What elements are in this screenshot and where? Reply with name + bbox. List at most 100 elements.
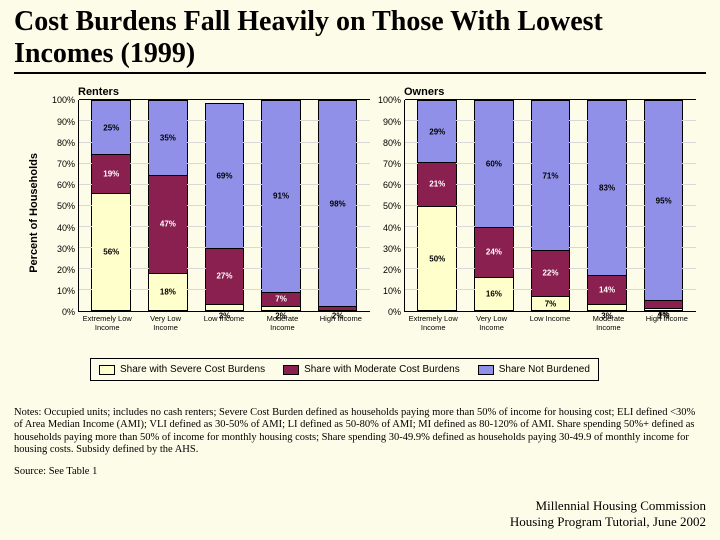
y-tick: 0% xyxy=(388,307,401,317)
legend-label: Share with Severe Cost Burdens xyxy=(120,364,265,375)
bar-segment-moderate: 24% xyxy=(475,227,513,277)
segment-label: 3% xyxy=(219,312,231,321)
legend-label: Share with Moderate Cost Burdens xyxy=(304,364,460,375)
segment-label: 18% xyxy=(160,288,176,297)
swatch-severe xyxy=(99,365,115,375)
legend: Share with Severe Cost Burdens Share wit… xyxy=(90,358,599,381)
stacked-bar: 69% 27%3% xyxy=(205,103,245,312)
attribution: Millennial Housing Commission Housing Pr… xyxy=(510,498,706,530)
y-tick: 90% xyxy=(57,117,75,127)
y-axis-label: Percent of Households xyxy=(24,153,44,273)
stacked-bar: 29% 21% 50% xyxy=(417,100,457,311)
segment-label: 2% xyxy=(275,312,287,321)
y-tick: 50% xyxy=(57,201,75,211)
slide-title: Cost Burdens Fall Heavily on Those With … xyxy=(14,6,706,74)
y-tick: 30% xyxy=(383,244,401,254)
y-tick: 40% xyxy=(383,223,401,233)
swatch-moderate xyxy=(283,365,299,375)
segment-label: 69% xyxy=(216,171,232,180)
y-tick: 10% xyxy=(383,286,401,296)
segment-label: 7% xyxy=(545,299,557,308)
bar-segment-moderate: 21% xyxy=(418,162,456,206)
swatch-none xyxy=(478,365,494,375)
segment-label: 56% xyxy=(103,248,119,257)
y-axis: 0%10%20%30%40%50%60%70%80%90%100% xyxy=(370,100,404,312)
stacked-bar: 83% 14%3% xyxy=(587,100,627,311)
y-tick: 60% xyxy=(383,180,401,190)
chart-area: Renters 0% 10% 20% 30% 40% 50% 60% 70% 80% 90% 100%… xyxy=(44,84,696,381)
segment-label: 16% xyxy=(486,290,502,299)
y-tick: 40% xyxy=(57,223,75,233)
bar-segment-moderate: 14% xyxy=(588,275,626,304)
legend-label: Share Not Burdened xyxy=(499,364,590,375)
y-tick: 20% xyxy=(383,265,401,275)
y-tick: 70% xyxy=(383,159,401,169)
segment-label: 24% xyxy=(486,248,502,257)
segment-label: 3% xyxy=(601,312,613,321)
chart-panel: Owners0%10%20%30%40%50%60%70%80%90%100%2… xyxy=(370,84,696,344)
stacked-bar: 25%19%56% xyxy=(91,100,131,311)
bar-segment-none: 98% xyxy=(319,101,357,306)
bar-segment-severe: 7% xyxy=(532,296,570,311)
source-text: Source: See Table 1 xyxy=(14,466,706,477)
stacked-bar: 60% 24% 16% xyxy=(474,100,514,311)
x-label: Very Low Income xyxy=(136,312,194,344)
bar-segment-moderate: 27% xyxy=(206,248,244,304)
bar-segment-none: 35% xyxy=(149,101,187,174)
legend-item-severe: Share with Severe Cost Burdens xyxy=(99,364,265,375)
segment-label: 71% xyxy=(542,171,558,180)
y-tick: 10% xyxy=(57,286,75,296)
stacked-bar: 91% 7% 2% xyxy=(261,100,301,311)
segment-label: 98% xyxy=(330,199,346,208)
bar-segment-none: 95% xyxy=(645,101,683,300)
bar-segment-severe: 3% xyxy=(206,304,244,310)
stacked-bar: 71% 22% 7% xyxy=(531,100,571,311)
bar-segment-moderate: 7% xyxy=(262,292,300,307)
bar-segment-none: 91% xyxy=(262,101,300,291)
segment-label: 7% xyxy=(275,295,287,304)
bar-segment-severe: 56% xyxy=(92,193,130,310)
segment-label: 29% xyxy=(429,127,445,136)
segment-label: 60% xyxy=(486,160,502,169)
stacked-bar: 98% 2% xyxy=(318,100,358,311)
y-tick: 70% xyxy=(57,159,75,169)
segment-label: 22% xyxy=(542,269,558,278)
segment-label: 2% xyxy=(332,312,344,321)
x-axis-labels: Extremely Low IncomeVery Low IncomeLow I… xyxy=(44,312,370,344)
stacked-bar: 95%4%1% xyxy=(644,100,684,311)
plot-area: 25%19%56% 35% 47% 18% 69% 27%3% 91% 7% 2% 98% 2% xyxy=(78,100,370,312)
bar-segment-severe: 18% xyxy=(149,273,187,311)
bar-segment-moderate: 2% xyxy=(319,306,357,310)
y-tick: 0% xyxy=(62,307,75,317)
y-tick: 100% xyxy=(378,95,401,105)
attribution-line: Housing Program Tutorial, June 2002 xyxy=(510,514,706,530)
y-tick: 80% xyxy=(383,138,401,148)
segment-label: 35% xyxy=(160,133,176,142)
y-tick: 30% xyxy=(57,244,75,254)
bar-segment-severe: 2% xyxy=(262,306,300,310)
y-tick: 20% xyxy=(57,265,75,275)
segment-label: 95% xyxy=(656,196,672,205)
bar-segment-none: 29% xyxy=(418,101,456,162)
segment-label: 83% xyxy=(599,184,615,193)
bar-segment-moderate: 47% xyxy=(149,175,187,273)
x-label: Low Income xyxy=(521,312,579,344)
attribution-line: Millennial Housing Commission xyxy=(510,498,706,514)
x-label: Extremely Low Income xyxy=(404,312,462,344)
panel-title: Renters xyxy=(44,84,370,100)
bar-segment-severe: 50% xyxy=(418,206,456,311)
segment-label: 50% xyxy=(429,254,445,263)
notes-text: Notes: Occupied units; includes no cash … xyxy=(14,407,706,455)
x-label: Very Low Income xyxy=(462,312,520,344)
bar-segment-severe: 16% xyxy=(475,277,513,310)
segment-label: 47% xyxy=(160,220,176,229)
x-label: Extremely Low Income xyxy=(78,312,136,344)
legend-item-moderate: Share with Moderate Cost Burdens xyxy=(283,364,460,375)
chart-panels: Renters 0% 10% 20% 30% 40% 50% 60% 70% 80% 90% 100%… xyxy=(44,84,696,344)
bar-segment-none: 71% xyxy=(532,101,570,249)
panel-title: Owners xyxy=(370,84,696,100)
bar-segment-severe: 3% xyxy=(588,304,626,310)
stacked-bar: 35% 47% 18% xyxy=(148,100,188,311)
chart-panel: Renters0%10%20%30%40%50%60%70%80%90%100%… xyxy=(44,84,370,344)
bar-segment-none: 83% xyxy=(588,101,626,274)
